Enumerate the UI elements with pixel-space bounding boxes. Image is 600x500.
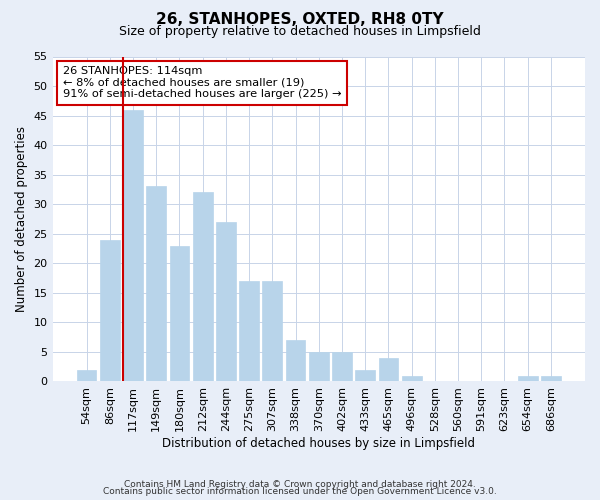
Bar (262, 281, 282, 382)
Bar (239, 281, 259, 382)
Text: 26, STANHOPES, OXTED, RH8 0TY: 26, STANHOPES, OXTED, RH8 0TY (156, 12, 444, 28)
Text: Contains HM Land Registry data © Crown copyright and database right 2024.: Contains HM Land Registry data © Crown c… (124, 480, 476, 489)
Bar (541, 376, 561, 382)
Bar (518, 376, 538, 382)
Bar (123, 110, 143, 382)
Text: 26 STANHOPES: 114sqm
← 8% of detached houses are smaller (19)
91% of semi-detach: 26 STANHOPES: 114sqm ← 8% of detached ho… (63, 66, 341, 100)
Bar (170, 246, 190, 382)
Bar (402, 376, 422, 382)
Text: Contains public sector information licensed under the Open Government Licence v3: Contains public sector information licen… (103, 488, 497, 496)
X-axis label: Distribution of detached houses by size in Limpsfield: Distribution of detached houses by size … (162, 437, 475, 450)
Bar (100, 240, 119, 382)
Bar (309, 352, 329, 382)
Bar (146, 186, 166, 382)
Bar (332, 352, 352, 382)
Bar (193, 192, 212, 382)
Bar (216, 222, 236, 382)
Bar (77, 370, 97, 382)
Bar (286, 340, 305, 382)
Text: Size of property relative to detached houses in Limpsfield: Size of property relative to detached ho… (119, 25, 481, 38)
Bar (379, 358, 398, 382)
Bar (355, 370, 375, 382)
Y-axis label: Number of detached properties: Number of detached properties (15, 126, 28, 312)
